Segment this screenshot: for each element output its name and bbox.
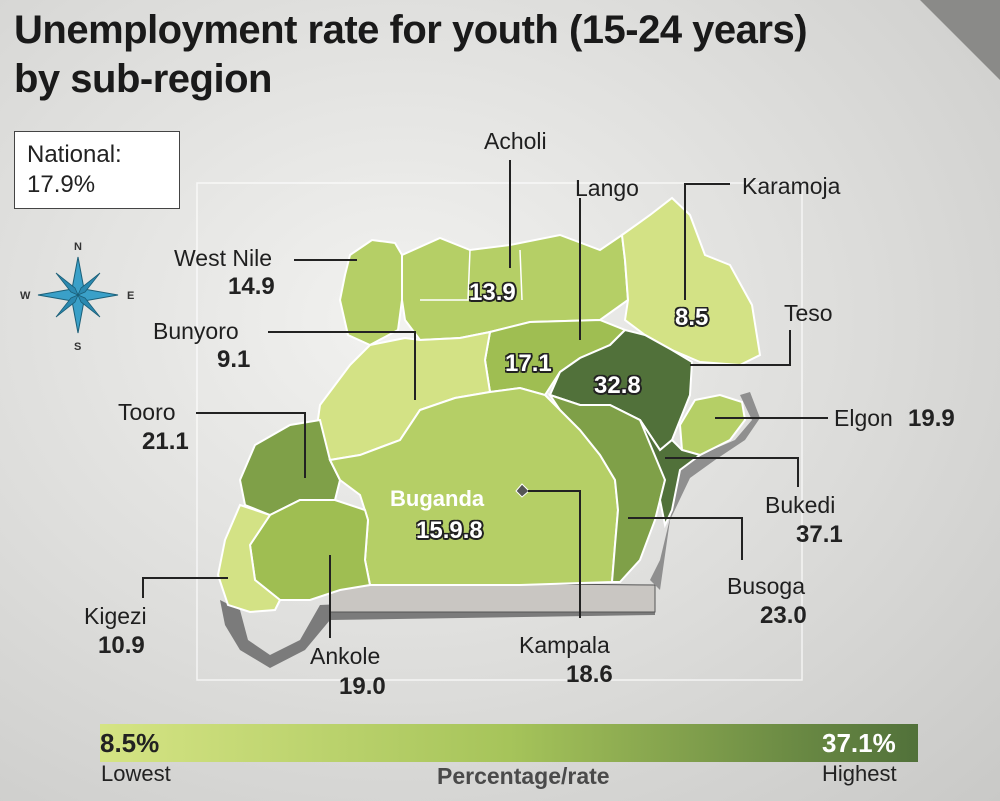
label-kigezi: Kigezi	[84, 603, 147, 629]
label-bukedi: Bukedi	[765, 492, 836, 518]
value-bukedi: 37.1	[796, 521, 843, 548]
compass-s: S	[74, 341, 82, 353]
compass-n: N	[74, 241, 82, 253]
label-teso: Teso	[784, 300, 833, 326]
value-teso: 32.8	[594, 372, 641, 399]
value-buganda: 15.9.8	[416, 517, 483, 544]
label-bunyoro: Bunyoro	[153, 318, 239, 344]
title-line-2: by sub-region	[14, 57, 272, 101]
compass-w: W	[20, 290, 31, 302]
legend-low-value: 8.5%	[100, 728, 160, 758]
label-tooro: Tooro	[118, 399, 176, 425]
leader-lines	[142, 160, 828, 638]
leader-teso	[690, 330, 791, 366]
value-elgon: 19.9	[908, 405, 955, 432]
value-ankole: 19.0	[339, 673, 386, 700]
value-west-nile: 14.9	[228, 273, 275, 300]
label-elgon: Elgon	[834, 405, 893, 431]
map-title: Unemployment rate for youth (15-24 years…	[14, 6, 808, 104]
value-tooro: 21.1	[142, 428, 189, 455]
region-karamoja	[620, 196, 762, 367]
map-extrusion-south	[329, 581, 656, 613]
label-west-nile: West Nile	[174, 245, 272, 271]
leader-kampala	[528, 490, 581, 618]
label-acholi: Acholi	[484, 128, 547, 154]
label-karamoja: Karamoja	[742, 173, 841, 199]
label-kampala: Kampala	[519, 632, 610, 658]
value-kampala: 18.6	[566, 661, 613, 688]
region-kigezi	[216, 503, 282, 614]
value-busoga: 23.0	[760, 602, 807, 629]
acholi-inner-border	[420, 249, 523, 301]
value-lango: 17.1	[505, 350, 552, 377]
legend-high-value: 37.1%	[822, 728, 896, 758]
label-buganda: Buganda	[390, 486, 485, 511]
compass-e: E	[127, 290, 135, 302]
region-west-nile	[338, 238, 407, 347]
region-busoga	[547, 393, 667, 583]
leader-bukedi	[665, 457, 799, 487]
label-ankole: Ankole	[310, 643, 381, 669]
region-elgon	[678, 393, 747, 457]
label-lango: Lango	[575, 175, 639, 201]
leader-karamoja	[684, 183, 730, 300]
map-frame	[196, 182, 803, 681]
corner-fold	[920, 0, 1000, 80]
value-bunyoro: 9.1	[217, 346, 251, 373]
label-busoga: Busoga	[727, 573, 806, 599]
kampala-marker	[515, 483, 530, 498]
national-value: 17.9%	[27, 171, 96, 198]
leader-tooro	[196, 412, 306, 478]
region-bukedi	[639, 419, 703, 529]
value-kigezi: 10.9	[98, 632, 145, 659]
leader-busoga	[628, 517, 743, 560]
leader-bunyoro	[268, 331, 416, 400]
national-label: National:	[27, 141, 122, 168]
compass-rose-icon	[37, 256, 119, 334]
value-karamoja: 8.5	[675, 304, 709, 331]
value-acholi: 13.9	[469, 279, 516, 306]
legend-high-label: Highest	[822, 761, 897, 786]
legend-axis-label: Percentage/rate	[437, 763, 610, 789]
leader-kigezi	[142, 577, 228, 598]
title-line-1: Unemployment rate for youth (15-24 years…	[14, 8, 808, 52]
legend-low-label: Lowest	[101, 761, 171, 786]
map-extrusion-east	[650, 392, 760, 590]
legend-gradient-bar	[100, 724, 918, 762]
national-box: National: 17.9%	[14, 131, 180, 209]
